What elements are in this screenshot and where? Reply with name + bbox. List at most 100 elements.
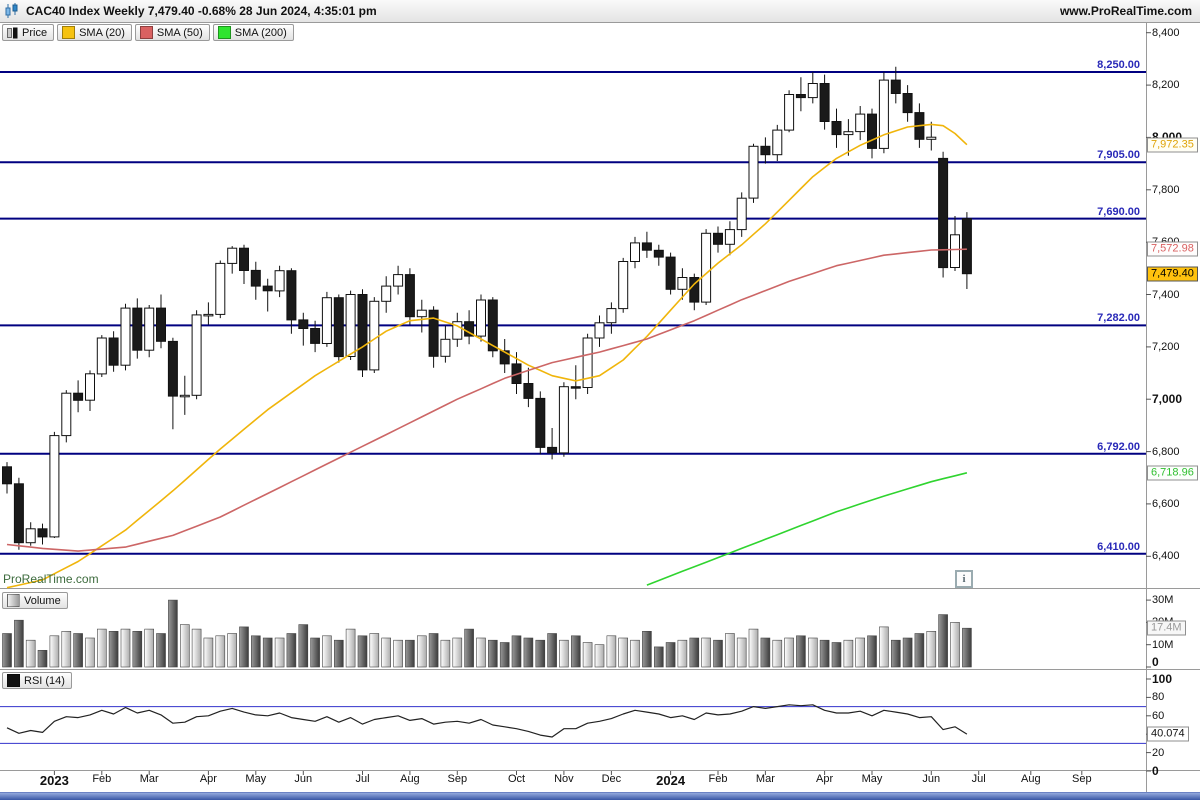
candle bbox=[772, 129, 783, 156]
title-bar: CAC40 Index Weekly 7,479.40 -0.68% 28 Ju… bbox=[0, 0, 1200, 23]
candle bbox=[49, 435, 60, 538]
candle bbox=[701, 232, 712, 303]
volume-bar bbox=[736, 637, 747, 668]
bottom-bar bbox=[0, 792, 1200, 800]
year-label: 2024 bbox=[656, 773, 686, 788]
candle bbox=[298, 319, 309, 329]
candle bbox=[132, 307, 143, 351]
month-label: Dec bbox=[601, 773, 622, 785]
volume-bar bbox=[535, 639, 546, 668]
website-text: www.ProRealTime.com bbox=[1059, 4, 1192, 18]
volume-bar bbox=[760, 637, 771, 668]
volume-bar bbox=[511, 635, 522, 668]
rsi-line[interactable] bbox=[6, 704, 968, 738]
candle bbox=[393, 274, 404, 287]
hline-price-label: 7,282.00 bbox=[1097, 312, 1140, 325]
volume-bar bbox=[322, 635, 332, 668]
volume-bar bbox=[487, 639, 498, 668]
volume-bar bbox=[144, 628, 154, 668]
price-axis-tick-label: 7,800 bbox=[1152, 183, 1180, 196]
month-label: Jun bbox=[294, 773, 313, 785]
volume-bar bbox=[855, 637, 866, 668]
candle bbox=[369, 300, 380, 371]
rsi-swatch-icon bbox=[7, 674, 20, 687]
month-label: Sep bbox=[1072, 773, 1092, 785]
sma50-line[interactable] bbox=[6, 248, 967, 552]
volume-pane-label-button[interactable]: Volume bbox=[2, 592, 68, 609]
legend-item-sma20[interactable]: SMA (20) bbox=[57, 24, 132, 41]
volume-bar bbox=[262, 637, 273, 668]
candle bbox=[558, 386, 569, 454]
candle bbox=[464, 321, 475, 337]
horizontal-lines[interactable] bbox=[0, 71, 1146, 555]
legend-item-sma200[interactable]: SMA (200) bbox=[212, 24, 294, 41]
legend-item-price[interactable]: Price bbox=[2, 24, 55, 41]
volume-bar bbox=[452, 637, 463, 668]
candle bbox=[37, 528, 48, 538]
candle bbox=[381, 285, 392, 302]
hline-price-label: 6,792.00 bbox=[1097, 440, 1140, 453]
month-label: Aug bbox=[400, 773, 420, 785]
volume-bar bbox=[357, 635, 368, 668]
legend-item-label: SMA (20) bbox=[79, 26, 125, 39]
volume-value-tag: 17.4M bbox=[1147, 620, 1186, 636]
candle bbox=[535, 397, 546, 448]
volume-bar bbox=[405, 639, 415, 668]
candle bbox=[25, 528, 36, 544]
sma200-price-tag: 6,718.96 bbox=[1147, 465, 1198, 481]
volume-bar bbox=[286, 633, 297, 668]
candle bbox=[736, 197, 747, 231]
volume-bar bbox=[725, 633, 735, 668]
candle bbox=[784, 94, 795, 131]
candle bbox=[239, 247, 249, 271]
candle bbox=[73, 392, 84, 401]
price-candle-icon bbox=[7, 27, 18, 39]
volume-bar bbox=[665, 642, 676, 668]
month-label: Nov bbox=[554, 773, 574, 785]
app-logo-icon bbox=[5, 3, 20, 19]
volume-bar bbox=[914, 633, 925, 668]
legend-item-sma50[interactable]: SMA (50) bbox=[134, 24, 210, 41]
candle bbox=[13, 483, 24, 544]
candle bbox=[760, 145, 771, 156]
volume-bar bbox=[25, 639, 36, 668]
volume-bar bbox=[191, 628, 202, 668]
hline-price-label: 7,690.00 bbox=[1097, 205, 1140, 218]
sma20-line[interactable] bbox=[6, 123, 968, 589]
month-label: Sep bbox=[447, 773, 468, 785]
sma20-price-tag: 7,972.35 bbox=[1147, 137, 1198, 153]
candles[interactable] bbox=[2, 66, 972, 550]
volume-bar bbox=[416, 635, 427, 668]
rsi-pane-label-button[interactable]: RSI (14) bbox=[2, 672, 72, 689]
volume-bar bbox=[393, 639, 403, 668]
candle bbox=[748, 145, 759, 199]
candle bbox=[191, 314, 202, 396]
volume-bars[interactable] bbox=[2, 599, 972, 668]
candle bbox=[961, 218, 972, 275]
sma200-line[interactable] bbox=[646, 472, 968, 586]
volume-bar bbox=[251, 635, 261, 668]
candle bbox=[404, 274, 415, 318]
hline-price-label: 6,410.00 bbox=[1097, 540, 1140, 553]
info-icon[interactable]: i bbox=[955, 570, 973, 588]
volume-bar bbox=[298, 624, 309, 668]
candle bbox=[902, 93, 913, 114]
candle bbox=[582, 337, 593, 388]
price-axis-tick-label: 7,200 bbox=[1152, 340, 1180, 353]
candle bbox=[2, 466, 12, 485]
volume-bar bbox=[85, 637, 95, 668]
volume-bar bbox=[37, 649, 48, 668]
volume-bar bbox=[369, 633, 380, 668]
candle bbox=[321, 297, 332, 345]
volume-bar bbox=[748, 628, 759, 668]
candle bbox=[665, 256, 676, 290]
volume-bar bbox=[132, 630, 143, 668]
legend-swatch-icon bbox=[62, 26, 76, 39]
candle bbox=[262, 285, 273, 292]
volume-bar bbox=[807, 637, 818, 668]
volume-bar bbox=[570, 635, 581, 668]
candle bbox=[819, 83, 830, 122]
month-label: Apr bbox=[816, 773, 834, 785]
